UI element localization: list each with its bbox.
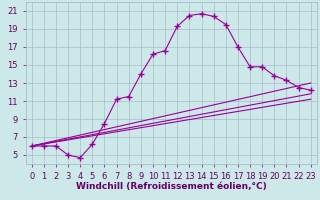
X-axis label: Windchill (Refroidissement éolien,°C): Windchill (Refroidissement éolien,°C)	[76, 182, 267, 191]
